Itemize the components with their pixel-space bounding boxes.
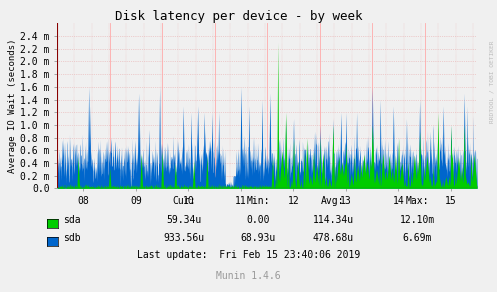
Text: 6.69m: 6.69m: [403, 233, 432, 243]
Text: 114.34u: 114.34u: [313, 215, 353, 225]
Text: 478.68u: 478.68u: [313, 233, 353, 243]
Text: sda: sda: [63, 215, 81, 225]
Text: Cur:: Cur:: [172, 197, 196, 206]
Text: 68.93u: 68.93u: [241, 233, 276, 243]
Text: 933.56u: 933.56u: [164, 233, 204, 243]
Text: Disk latency per device - by week: Disk latency per device - by week: [115, 10, 362, 23]
Text: Avg:: Avg:: [321, 197, 345, 206]
Text: 12.10m: 12.10m: [400, 215, 435, 225]
Text: Munin 1.4.6: Munin 1.4.6: [216, 271, 281, 281]
Text: 0.00: 0.00: [247, 215, 270, 225]
Text: RRDTOOL / TOBI OETIKER: RRDTOOL / TOBI OETIKER: [490, 41, 495, 123]
Text: sdb: sdb: [63, 233, 81, 243]
Y-axis label: Average IO Wait (seconds): Average IO Wait (seconds): [8, 39, 17, 173]
Text: Last update:  Fri Feb 15 23:40:06 2019: Last update: Fri Feb 15 23:40:06 2019: [137, 251, 360, 260]
Text: 59.34u: 59.34u: [166, 215, 201, 225]
Text: Min:: Min:: [247, 197, 270, 206]
Text: Max:: Max:: [406, 197, 429, 206]
